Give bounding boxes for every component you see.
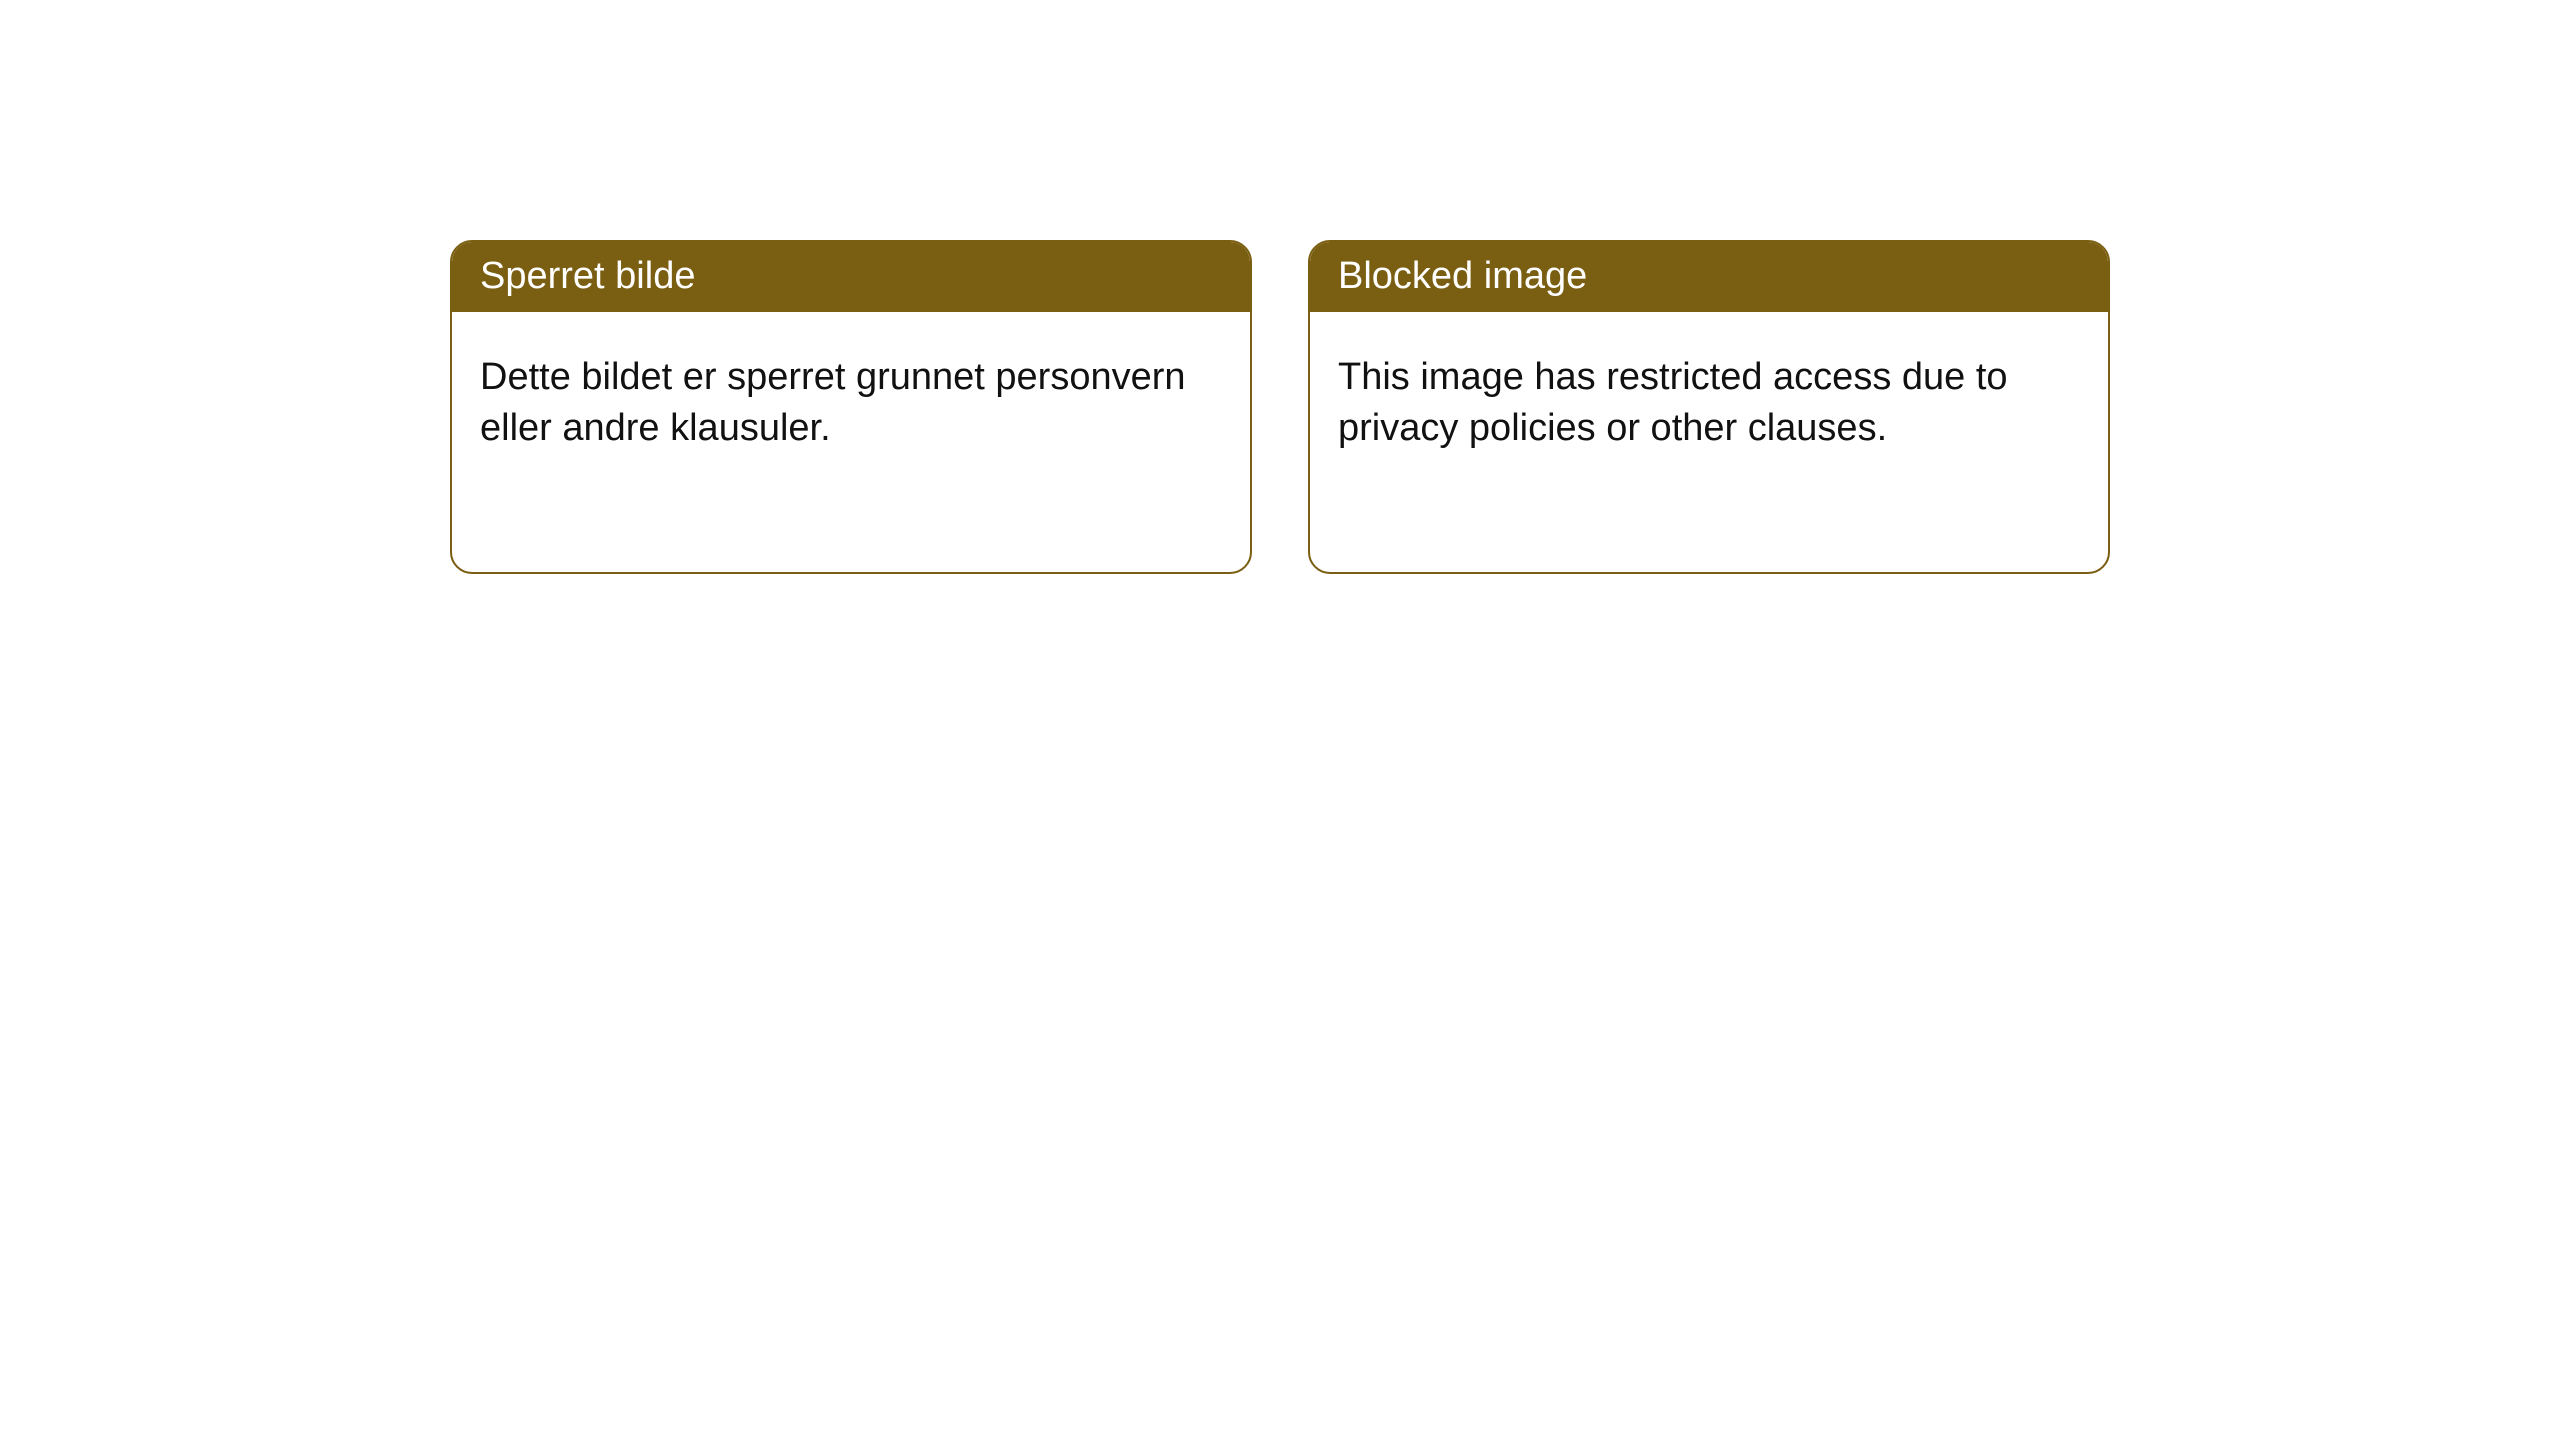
notice-card-english: Blocked image This image has restricted … bbox=[1308, 240, 2110, 574]
cards-container: Sperret bilde Dette bildet er sperret gr… bbox=[0, 0, 2560, 574]
card-body: Dette bildet er sperret grunnet personve… bbox=[452, 312, 1250, 483]
card-title: Blocked image bbox=[1338, 255, 1587, 297]
card-header: Blocked image bbox=[1310, 242, 2108, 312]
card-body-text: Dette bildet er sperret grunnet personve… bbox=[480, 356, 1186, 449]
card-body: This image has restricted access due to … bbox=[1310, 312, 2108, 483]
notice-card-norwegian: Sperret bilde Dette bildet er sperret gr… bbox=[450, 240, 1252, 574]
card-header: Sperret bilde bbox=[452, 242, 1250, 312]
card-title: Sperret bilde bbox=[480, 255, 695, 297]
card-body-text: This image has restricted access due to … bbox=[1338, 356, 2008, 449]
